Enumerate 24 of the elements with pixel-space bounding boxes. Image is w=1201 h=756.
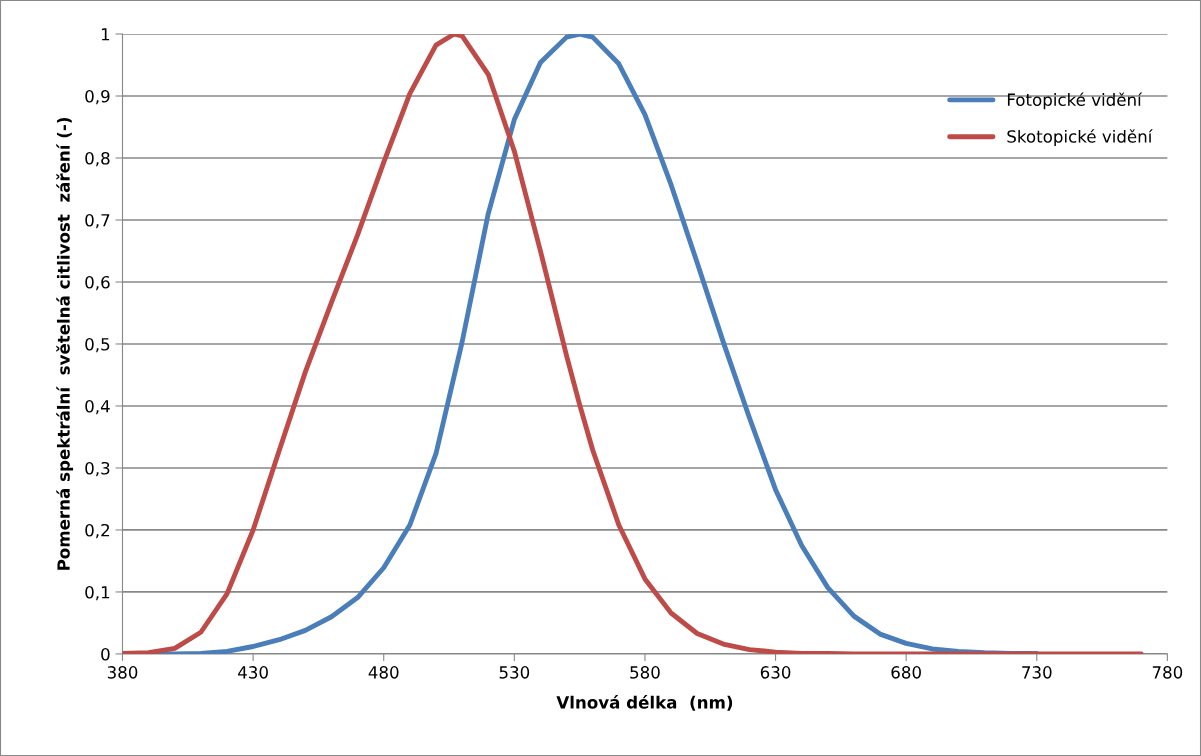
x-tick-label: 380 [107, 666, 138, 679]
x-tick-label: 730 [1022, 666, 1052, 679]
x-axis-title: Vlnová délka (nm) [556, 695, 733, 711]
y-tick-label: 0,2 [85, 523, 110, 539]
y-tick-label: 0,3 [85, 461, 110, 477]
y-tick-label: 0,9 [85, 89, 110, 105]
y-tick-label: 0,7 [85, 213, 110, 229]
y-tick-label: 0,5 [85, 337, 110, 353]
x-tick-label: 680 [891, 666, 921, 679]
x-tick-label: 430 [238, 666, 268, 679]
y-tick-label: 1 [101, 28, 110, 41]
x-tick-label: 530 [499, 666, 530, 679]
y-tick-label: 0,1 [85, 585, 110, 601]
x-tick-label: 580 [630, 666, 660, 679]
x-tick-label: 480 [368, 666, 399, 679]
y-axis-title: Pomerná spektrální světelná citlivost záření (-) [56, 118, 74, 570]
x-tick-label: 630 [760, 666, 791, 679]
y-tick-label: 0 [101, 647, 110, 661]
legend-label: Fotopické vidění [1007, 92, 1143, 110]
legend-label: Skotopické vidění [1007, 129, 1153, 147]
y-tick-label: 0,6 [85, 275, 110, 291]
y-tick-label: 0,4 [85, 399, 110, 415]
y-tick-label: 0,8 [85, 151, 110, 167]
x-tick-label: 780 [1152, 666, 1183, 679]
